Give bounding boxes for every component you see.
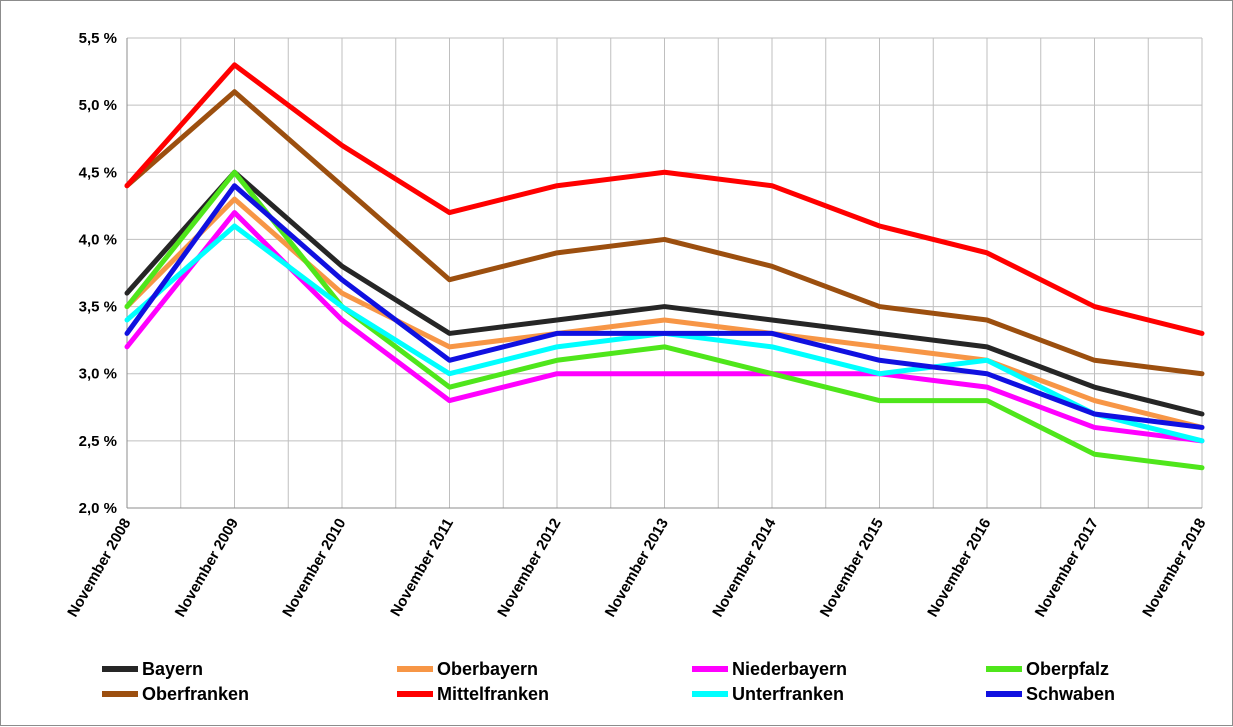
legend-label: Oberfranken bbox=[142, 684, 249, 704]
x-tick-label: November 2018 bbox=[1139, 516, 1209, 621]
series-line-oberfranken bbox=[124, 89, 1205, 377]
x-tick-label: November 2012 bbox=[494, 516, 564, 621]
grid-layer bbox=[126, 37, 1203, 509]
x-tick-label: November 2009 bbox=[172, 516, 242, 621]
legend-label: Niederbayern bbox=[732, 659, 847, 679]
series-line-schwaben bbox=[124, 183, 1205, 430]
y-tick-label: 4,5 % bbox=[79, 164, 117, 181]
x-tick-label: November 2011 bbox=[387, 516, 457, 620]
legend-label: Bayern bbox=[142, 659, 203, 679]
x-tick-label: November 2008 bbox=[64, 516, 134, 621]
axis-layer bbox=[126, 38, 1202, 509]
series-line-niederbayern bbox=[124, 210, 1205, 444]
y-tick-label: 4,0 % bbox=[79, 231, 117, 248]
y-tick-labels: 2,0 % 2,5 % 3,0 % 3,5 % 4,0 % 4,5 % 5,0 % 5,5 % bbox=[79, 30, 117, 517]
series-line-mittelfranken bbox=[124, 62, 1205, 336]
legend-label: Unterfranken bbox=[732, 684, 844, 704]
y-tick-label: 5,5 % bbox=[79, 30, 117, 47]
y-tick-label: 3,0 % bbox=[79, 366, 117, 383]
y-tick-label: 2,0 % bbox=[79, 500, 117, 517]
x-tick-label: November 2010 bbox=[279, 516, 349, 621]
x-tick-label: November 2016 bbox=[924, 516, 994, 621]
y-tick-label: 2,5 % bbox=[79, 433, 117, 450]
x-tick-label: November 2015 bbox=[817, 516, 887, 621]
y-tick-label: 3,5 % bbox=[79, 299, 117, 316]
x-tick-label: November 2014 bbox=[709, 515, 779, 620]
series-line-bayern bbox=[124, 169, 1205, 417]
legend-label: Schwaben bbox=[1026, 684, 1115, 704]
legend: Bayern Oberbayern Niederbayern Oberpfalz Obe… bbox=[102, 659, 1115, 704]
x-tick-labels: November 2008 November 2009 November 2010 N… bbox=[64, 515, 1209, 620]
legend-label: Mittelfranken bbox=[437, 684, 549, 704]
series-lines bbox=[124, 62, 1205, 471]
legend-label: Oberpfalz bbox=[1026, 659, 1109, 679]
y-tick-label: 5,0 % bbox=[79, 97, 117, 114]
legend-label: Oberbayern bbox=[437, 659, 538, 679]
x-tick-label: November 2017 bbox=[1032, 516, 1102, 621]
series-line-oberpfalz bbox=[124, 169, 1205, 471]
x-tick-label: November 2013 bbox=[602, 516, 672, 621]
